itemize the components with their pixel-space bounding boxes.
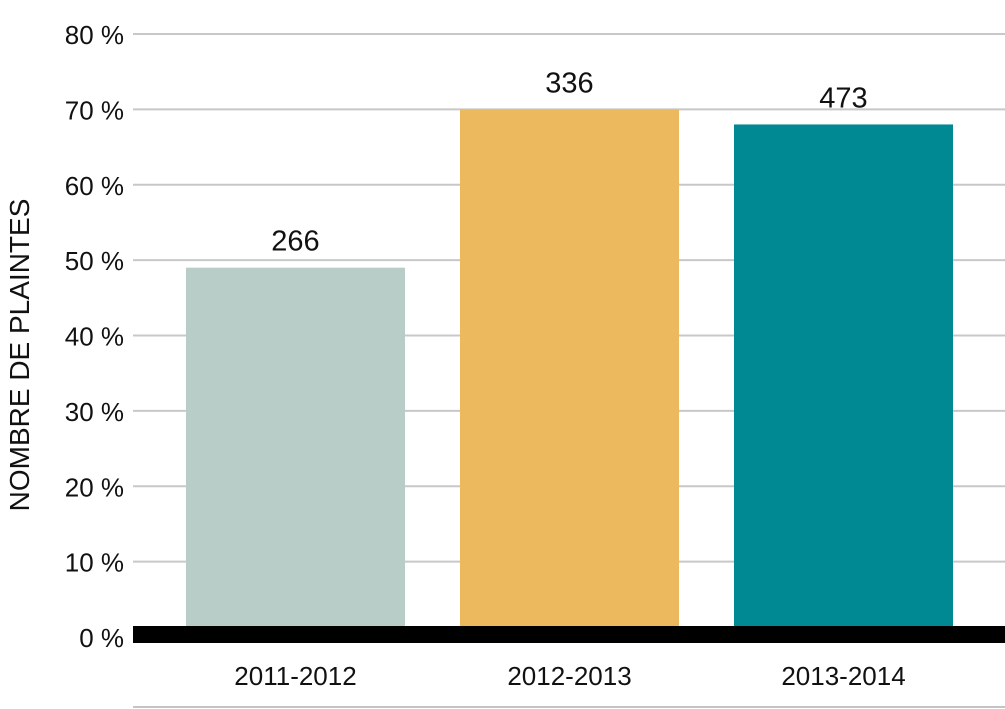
y-tick-label: 20 %: [65, 472, 124, 502]
bar: [460, 109, 679, 627]
data-label: 473: [819, 82, 867, 114]
y-tick-label: 10 %: [65, 548, 124, 578]
x-tick-label: 2012-2013: [507, 661, 631, 691]
x-axis-ticks: 2011-2012 2012-2013 2013-2014: [234, 661, 905, 691]
y-tick-label: 50 %: [65, 246, 124, 276]
bar: [734, 124, 953, 627]
y-tick-label: 0 %: [79, 623, 124, 653]
y-axis-ticks: 0 % 10 % 20 % 30 % 40 % 50 % 60 % 70 % 80 %: [65, 20, 124, 653]
data-labels: 266 336 473: [271, 67, 867, 257]
y-axis-label: NOMBRE DE PLAINTES: [4, 199, 35, 512]
y-tick-label: 30 %: [65, 397, 124, 427]
x-axis-baseline: [133, 626, 1005, 643]
x-tick-label: 2013-2014: [781, 661, 905, 691]
bar: [186, 267, 405, 627]
y-tick-label: 60 %: [65, 171, 124, 201]
data-label: 266: [271, 226, 319, 258]
y-tick-label: 80 %: [65, 20, 124, 50]
bars: [186, 109, 953, 627]
y-tick-label: 70 %: [65, 95, 124, 125]
y-tick-label: 40 %: [65, 322, 124, 352]
data-label: 336: [545, 67, 593, 99]
x-tick-label: 2011-2012: [234, 661, 356, 691]
